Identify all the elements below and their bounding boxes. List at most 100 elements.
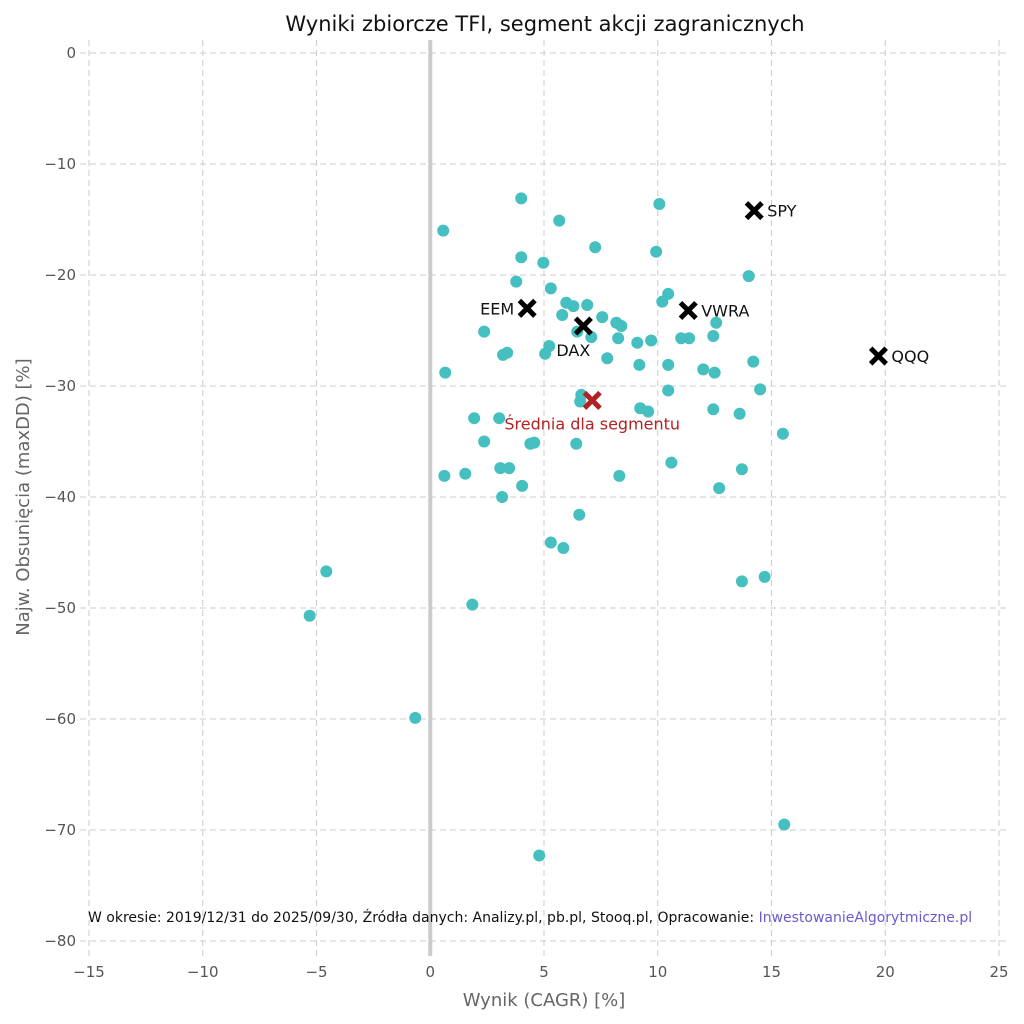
fund-point (409, 711, 422, 724)
fund-point (596, 311, 609, 324)
fund-point (466, 598, 479, 611)
fund-point (707, 403, 720, 416)
x-tick-label: −5 (305, 963, 327, 981)
tick-labels: −15 −10 −5 0 5 10 15 20 250−10−20−30−40−50−60−70… (44, 44, 1008, 981)
fund-point (758, 570, 771, 583)
fund-point (708, 366, 721, 379)
fund-point (556, 308, 569, 321)
fund-point (503, 462, 516, 475)
fund-point (613, 469, 626, 482)
grid (80, 40, 1008, 956)
fund-point (544, 536, 557, 549)
fund-point (650, 245, 663, 258)
chart-title: Wyniki zbiorcze TFI, segment akcji zagra… (285, 12, 804, 36)
benchmark-label: QQQ (891, 347, 929, 366)
y-tick-label: −60 (44, 710, 76, 728)
fund-point (735, 575, 748, 588)
fund-point (631, 336, 644, 349)
x-tick-label: 5 (539, 963, 549, 981)
fund-point (733, 407, 746, 420)
fund-point (707, 330, 720, 343)
fund-point (665, 456, 678, 469)
fund-point (516, 479, 529, 492)
fund-point (539, 347, 552, 360)
fund-point (544, 282, 557, 295)
fund-point (574, 395, 587, 408)
y-tick-label: −50 (44, 599, 76, 617)
benchmark-label: SPY (767, 202, 796, 221)
fund-point (612, 332, 625, 345)
average-cross (582, 390, 602, 410)
y-axis-label: Najw. Obsunięcia (maxDD) [%] (13, 358, 34, 635)
footer-link[interactable]: InwestowanieAlgorytmiczne.pl (759, 910, 973, 926)
fund-point (524, 437, 537, 450)
fund-point (537, 256, 550, 269)
x-tick-label: −10 (187, 963, 219, 981)
benchmark-label: DAX (556, 341, 590, 360)
fund-point (515, 192, 528, 205)
y-tick-label: −70 (44, 821, 76, 839)
fund-point (573, 508, 586, 521)
fund-point (697, 363, 710, 376)
fund-point (645, 334, 658, 347)
fund-point (662, 358, 675, 371)
fund-point (642, 405, 655, 418)
x-tick-label: 10 (648, 963, 667, 981)
benchmark-label: EEM (480, 299, 514, 318)
fund-point (742, 270, 755, 283)
fund-point (713, 482, 726, 495)
footer-text: W okresie: 2019/12/31 do 2025/09/30, Źró… (88, 908, 759, 926)
benchmark-marker (573, 316, 593, 336)
fund-point (735, 463, 748, 476)
benchmark-marker (678, 300, 698, 321)
y-tick-label: −10 (44, 155, 76, 173)
fund-point (468, 412, 481, 425)
average-marker: Średnia dla segmentu (504, 390, 680, 433)
footer-note: W okresie: 2019/12/31 do 2025/09/30, Źró… (88, 908, 972, 926)
fund-point (567, 300, 580, 313)
fund-point (303, 609, 316, 622)
fund-point (557, 542, 570, 555)
x-tick-label: −15 (73, 963, 105, 981)
fund-point (653, 197, 666, 210)
fund-point (683, 332, 696, 345)
y-tick-label: −30 (44, 377, 76, 395)
fund-point (601, 352, 614, 365)
fund-point (510, 275, 523, 288)
benchmark-markers: SPY EEM VWRA DAX QQQ (480, 201, 929, 366)
fund-point (776, 427, 789, 440)
y-tick-label: −80 (44, 932, 76, 950)
fund-point (533, 849, 546, 862)
fund-point (438, 469, 451, 482)
fund-point (581, 298, 594, 311)
fund-point (478, 325, 491, 338)
fund-point (633, 358, 646, 371)
x-axis-label: Wynik (CAGR) [%] (463, 990, 626, 1011)
x-tick-label: 0 (425, 963, 435, 981)
y-tick-label: −20 (44, 266, 76, 284)
fund-point (553, 214, 566, 227)
fund-point (459, 467, 472, 480)
fund-point (437, 224, 450, 237)
fund-point (497, 348, 510, 361)
x-tick-label: 15 (762, 963, 781, 981)
fund-point (754, 383, 767, 396)
fund-point (662, 384, 675, 397)
fund-point (570, 437, 583, 450)
benchmark-marker (517, 298, 537, 318)
fund-point (589, 241, 602, 254)
fund-points (303, 192, 791, 862)
fund-point (439, 366, 452, 379)
x-tick-label: 25 (989, 963, 1008, 981)
benchmark-label: VWRA (701, 302, 749, 321)
fund-point (515, 251, 528, 264)
fund-point (747, 355, 760, 368)
fund-point (615, 320, 628, 333)
fund-point (496, 491, 509, 503)
benchmark-marker (868, 346, 888, 366)
fund-point (710, 316, 723, 329)
fund-point (494, 462, 507, 475)
fund-point (320, 565, 333, 578)
fund-point (778, 818, 791, 831)
